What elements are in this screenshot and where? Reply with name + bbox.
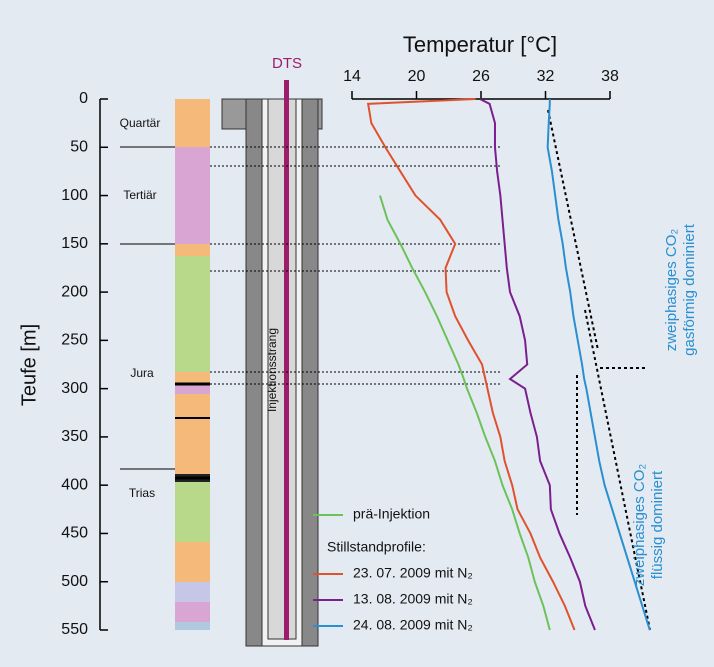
annotation: zweiphasiges CO₂ xyxy=(663,229,680,352)
y-axis-label: Teufe [m] xyxy=(18,324,40,406)
legend-label: prä-Injektion xyxy=(353,506,430,522)
annotation: flüssig dominiert xyxy=(649,470,666,579)
annotation: gasförmig dominiert xyxy=(681,223,698,356)
dts-label: DTS xyxy=(272,55,302,72)
strata-column xyxy=(120,99,210,630)
y-tick-label: 350 xyxy=(61,428,88,445)
fit-lines xyxy=(547,109,651,631)
y-tick-label: 450 xyxy=(61,525,88,542)
depth-markers xyxy=(210,146,500,385)
string-label: Injektionsstrang xyxy=(265,328,279,412)
x-tick-label: 20 xyxy=(408,68,426,85)
strata-label: Quartär xyxy=(120,116,161,130)
legend-label: 13. 08. 2009 mit N₂ xyxy=(353,591,473,607)
y-tick-label: 150 xyxy=(61,235,88,252)
annotation: zweiphasiges CO₂ xyxy=(631,464,648,587)
y-tick-label: 550 xyxy=(61,621,88,638)
x-tick-label: 38 xyxy=(601,68,619,85)
strata-label: Tertiär xyxy=(123,188,156,202)
x-tick-label: 14 xyxy=(343,68,361,85)
y-tick-label: 100 xyxy=(61,187,88,204)
y-tick-label: 500 xyxy=(61,573,88,590)
series-line xyxy=(546,99,651,631)
y-tick-label: 300 xyxy=(61,380,88,397)
y-tick-label: 50 xyxy=(70,138,88,155)
legend-label: 23. 07. 2009 mit N₂ xyxy=(353,565,473,581)
y-tick-label: 250 xyxy=(61,332,88,349)
x-tick-label: 26 xyxy=(472,68,490,85)
legend-heading: Stillstandprofile: xyxy=(327,539,426,555)
series-line xyxy=(479,98,596,631)
y-tick-label: 400 xyxy=(61,476,88,493)
legend-label: 24. 08. 2009 mit N₂ xyxy=(353,617,473,633)
chart-title: Temperatur [°C] xyxy=(403,32,557,57)
y-tick-label: 200 xyxy=(61,283,88,300)
series-line xyxy=(378,195,551,631)
x-tick-label: 32 xyxy=(537,68,555,85)
strata-label: Jura xyxy=(130,366,154,380)
strata-label: Trias xyxy=(129,486,155,500)
y-tick-label: 0 xyxy=(79,90,88,107)
series-line xyxy=(366,98,576,631)
